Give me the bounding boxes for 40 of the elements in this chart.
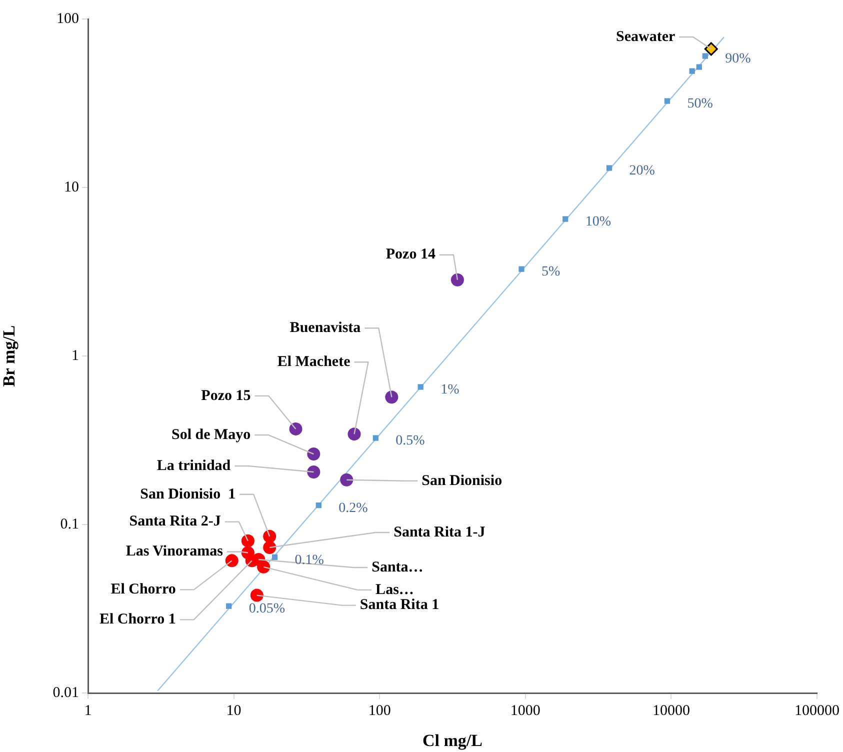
annotation: El Machete (277, 354, 351, 370)
annotation: 20% (629, 164, 656, 179)
annotation: San Dionisio 1 (140, 486, 236, 502)
annotation: 0.2% (338, 500, 368, 516)
annotation: Santa Rita 1 (360, 597, 440, 614)
annotation: 0.05% (248, 602, 286, 617)
annotation: La trinidad (156, 458, 232, 474)
x-tick-label: 1000 (510, 702, 540, 719)
annotation: Buenavista (290, 320, 362, 336)
annotation: 5% (541, 264, 560, 280)
y-tick-label: 10 (64, 179, 79, 196)
annotation: Pozo 14 (386, 246, 436, 263)
x-tick-label: 1 (84, 702, 92, 719)
annotation: Las Vinoramas (126, 544, 224, 560)
x-tick-label: 100000 (794, 702, 840, 719)
x-axis-title: Cl mg/L (422, 731, 482, 750)
y-tick-label: 0.1 (60, 516, 79, 532)
annotation: 1% (440, 382, 460, 398)
annotation: Santa Rita 1-J (394, 524, 486, 540)
annotation: Sol de Mayo (171, 426, 251, 443)
annotation: 10% (585, 214, 612, 230)
annotation: Seawater (616, 28, 676, 45)
annotation: 90% (725, 52, 752, 67)
annotation: Santa… (372, 559, 424, 576)
annotation: Pozo 15 (201, 388, 251, 404)
y-tick-label: 0.01 (52, 684, 79, 701)
x-tick-label: 10 (226, 702, 242, 719)
annotation: Santa Rita 2-J (129, 514, 222, 530)
y-tick-label: 1 (72, 348, 79, 364)
annotation: 0.1% (294, 552, 324, 568)
y-axis-title: Br mg/L (0, 325, 19, 387)
annotation: Las… (376, 582, 414, 598)
x-tick-label: 100 (368, 702, 391, 719)
annotation: 50% (687, 96, 714, 112)
annotation: San Dionisio (422, 472, 502, 489)
annotation: 0.5% (396, 434, 426, 449)
annotation: El Chorro 1 (99, 612, 176, 628)
y-tick-label: 100 (56, 10, 79, 27)
annotation: El Chorro (110, 582, 176, 598)
x-tick-label: 10000 (652, 702, 690, 719)
